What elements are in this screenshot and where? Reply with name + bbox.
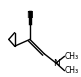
Text: CH₃: CH₃ — [64, 52, 79, 61]
Text: N: N — [26, 11, 33, 20]
Text: N: N — [53, 59, 59, 68]
Text: CH₃: CH₃ — [64, 66, 79, 75]
